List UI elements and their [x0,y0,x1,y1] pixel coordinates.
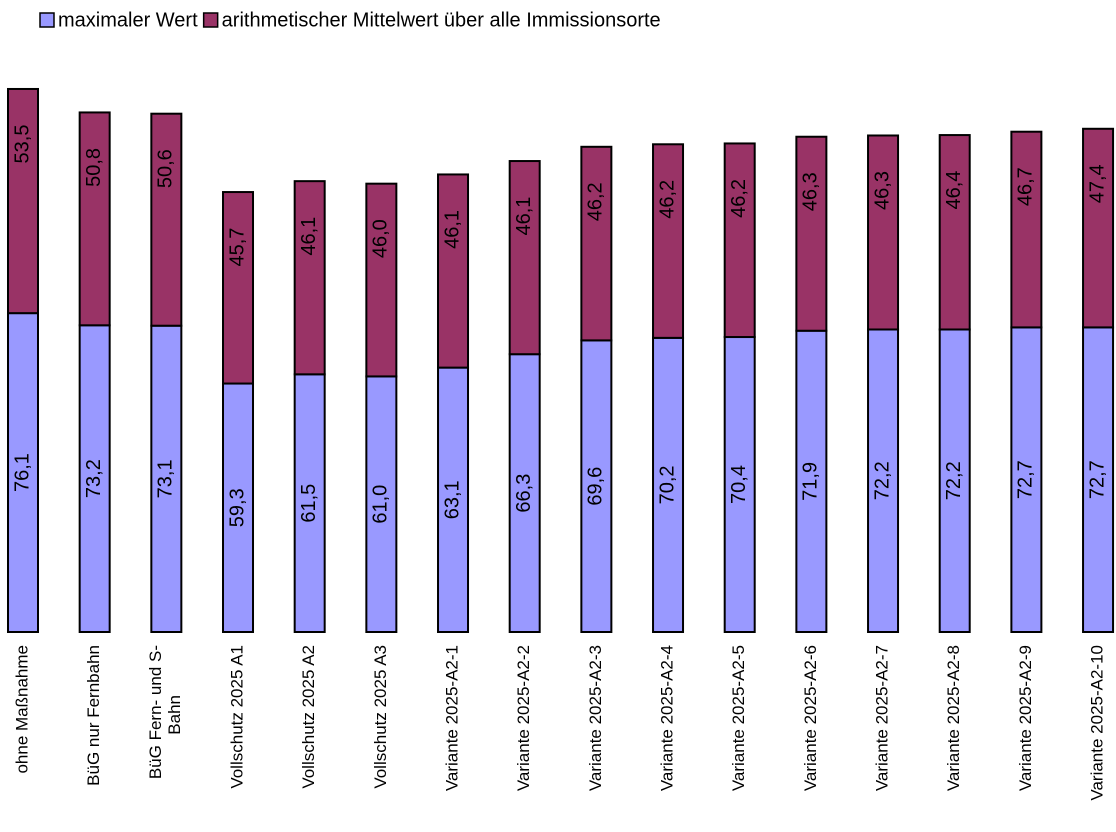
value-label: 47,4 [1086,164,1108,203]
value-label: 46,4 [943,171,965,210]
x-tick-label: Vollschutz 2025 A2 [299,645,318,789]
bar-segment [652,143,685,339]
x-tick-label: Variante 2025-A2-6 [801,645,820,791]
bar-segment [1010,326,1043,633]
value-label: 72,7 [1086,460,1108,499]
bar-segment [1082,326,1115,633]
value-label: 50,8 [83,148,105,187]
bar-segment [222,382,255,633]
value-label: 46,2 [585,182,607,221]
legend-swatch [39,12,55,28]
x-tick-label: ohne Maßnahme [12,645,31,774]
bar-segment [723,336,756,633]
bar-segment [437,366,470,633]
x-tick-label: Variante 2025-A2-1 [443,645,462,791]
bar-segment [437,173,470,369]
bar-segment [795,329,828,633]
x-tick-label: Variante 2025-A2-2 [514,645,533,791]
value-label: 73,2 [83,459,105,498]
value-label: 72,7 [1015,460,1037,499]
bar-segment [723,142,756,339]
bar-segment [7,87,39,315]
value-label: 72,2 [871,461,893,500]
bar-segment [150,112,183,327]
x-tick-label: Variante 2025-A2-3 [586,645,605,791]
value-label: 46,0 [370,219,392,258]
bar-segment [508,353,541,633]
legend-swatch [202,12,219,28]
value-label: 46,1 [298,217,320,256]
bar-segment [580,145,613,342]
x-tick-label: Variante 2025-A2-9 [1016,645,1035,791]
value-label: 72,2 [943,461,965,500]
value-label: 73,1 [155,459,177,498]
bar-segment [938,134,971,331]
bar-segment [365,182,398,378]
value-label: 71,9 [800,462,822,501]
bar-segment [867,134,900,331]
bar-segment [78,324,111,633]
value-label: 53,5 [11,125,33,164]
value-label: 46,2 [728,179,750,218]
x-tick-label: Variante 2025-A2-8 [944,645,963,791]
x-tick-label: Variante 2025-A2-7 [873,645,892,791]
x-tick-label: Variante 2025-A2-4 [658,645,677,791]
bar-segment [867,328,900,633]
bar-segment [508,160,541,356]
value-label: 46,2 [656,180,678,219]
legend-label: maximaler Wert [58,9,198,31]
value-label: 46,1 [441,210,463,249]
value-label: 59,3 [226,488,248,527]
value-label: 46,1 [513,197,535,236]
x-tick-label: Vollschutz 2025 A1 [227,645,246,789]
bar-segment [580,339,613,633]
value-label: 50,6 [155,149,177,188]
value-label: 46,3 [800,172,822,211]
bar-segment [222,191,255,385]
x-tick-label: Variante 2025-A2-5 [729,645,748,791]
value-label: 70,4 [728,465,750,504]
bar-segment [652,336,685,633]
value-label: 76,1 [11,453,33,492]
value-label: 45,7 [226,228,248,267]
x-tick-label: BüG Fern- und S-Bahn [146,645,184,779]
bar-segment [1082,127,1115,329]
value-label: 69,6 [585,467,607,506]
value-label: 46,3 [871,171,893,210]
value-label: 46,7 [1015,167,1037,206]
bar-segment [365,375,398,633]
value-label: 61,5 [298,484,320,523]
bar-segment [78,111,111,327]
bar-segment [1010,130,1043,329]
bar-segment [795,135,828,332]
value-label: 66,3 [513,474,535,513]
x-tick-label: Variante 2025-A2-10 [1088,645,1107,801]
value-label: 70,2 [656,465,678,504]
x-tick-label: BüG nur Fernbahn [84,645,103,786]
value-label: 61,0 [370,485,392,524]
value-label: 63,1 [441,480,463,519]
bar-segment [7,312,39,633]
legend-label: arithmetischer Mittelwert über alle Immi… [222,9,661,31]
x-tick-label: Vollschutz 2025 A3 [371,645,390,789]
bar-segment [293,180,326,376]
